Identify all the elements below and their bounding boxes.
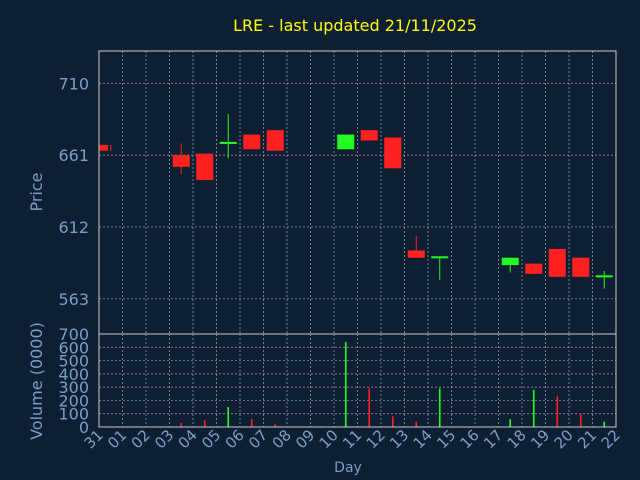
day-tick-label: 11 (339, 426, 365, 452)
day-tick-label: 12 (363, 426, 389, 452)
day-tick-label: 05 (198, 426, 224, 452)
volume-bar (180, 423, 183, 427)
candle-body (196, 153, 214, 181)
volume-frame (98, 333, 617, 428)
day-tick-label: 07 (245, 426, 271, 452)
volume-bar (274, 424, 277, 427)
volume-bar (579, 413, 582, 427)
day-tick-label: 03 (151, 426, 177, 452)
price-axis-label: Price (27, 172, 46, 211)
volume-tick-label: 100 (58, 405, 89, 424)
candle-body (266, 130, 284, 151)
candle-body (525, 263, 543, 274)
day-tick-label: 14 (410, 426, 436, 452)
volume-bars (180, 341, 606, 427)
day-tick-label: 17 (480, 426, 506, 452)
day-tick-label: 09 (292, 426, 318, 452)
price-tick-label: 612 (58, 218, 89, 237)
candle-body (243, 134, 261, 150)
volume-bar (438, 388, 441, 427)
candles (99, 114, 613, 289)
volume-tick-label: 600 (58, 338, 89, 357)
day-axis-label: Day (334, 460, 362, 476)
volume-bar (368, 388, 371, 427)
day-tick-label: 22 (598, 426, 624, 452)
candle-body (595, 275, 613, 278)
volume-bar (227, 407, 230, 427)
candle-body (360, 130, 378, 141)
candle-body (431, 256, 449, 259)
price-tick-label: 710 (58, 74, 89, 93)
candle-body (572, 257, 590, 277)
candle-body (219, 141, 237, 144)
volume-axis-label: Volume (0000) (27, 322, 46, 440)
volume-bar (532, 389, 535, 427)
volume-tick-label: 400 (58, 365, 89, 384)
day-tick-label: 19 (527, 426, 553, 452)
candle-body (384, 137, 402, 169)
price-panel: 563 612 661 710 (58, 50, 617, 335)
price-grid (98, 51, 617, 334)
candle-body (172, 155, 190, 167)
volume-tick-label: 0 (79, 418, 89, 437)
volume-bar (391, 416, 394, 427)
day-tick-label: 21 (574, 426, 600, 452)
day-tick-label: 13 (386, 426, 412, 452)
day-tick-label: 01 (104, 426, 130, 452)
day-tick-label: 02 (128, 426, 154, 452)
volume-bar (250, 419, 253, 427)
chart-title: LRE - last updated 21/11/2025 (233, 16, 477, 35)
volume-tick-label: 700 (58, 325, 89, 344)
candle-body (501, 257, 519, 266)
volume-tick-label: 500 (58, 352, 89, 371)
candle-body (337, 134, 355, 150)
volume-bar (603, 421, 606, 427)
day-tick-label: 04 (175, 426, 201, 452)
day-tick-label: 15 (433, 426, 459, 452)
price-tick-label: 661 (58, 146, 89, 165)
volume-bar (344, 341, 347, 427)
volume-grid (98, 334, 617, 427)
volume-bar (556, 396, 559, 427)
day-tick-label: 18 (504, 426, 530, 452)
volume-tick-label: 200 (58, 391, 89, 410)
day-tick-label: 20 (551, 426, 577, 452)
day-axis: 3101020304050607080910111213141516171819… (81, 426, 624, 452)
day-tick-label: 08 (269, 426, 295, 452)
candle-body (548, 248, 566, 277)
price-axis: 563 612 661 710 (58, 74, 89, 309)
volume-bar (415, 421, 418, 427)
price-tick-label: 563 (58, 290, 89, 309)
volume-bar (509, 419, 512, 427)
candle-body (99, 144, 108, 151)
volume-bar (203, 420, 206, 427)
volume-tick-label: 300 (58, 378, 89, 397)
day-tick-label: 10 (316, 426, 342, 452)
candle-body (407, 250, 425, 258)
day-tick-label: 16 (457, 426, 483, 452)
day-tick-label: 06 (222, 426, 248, 452)
